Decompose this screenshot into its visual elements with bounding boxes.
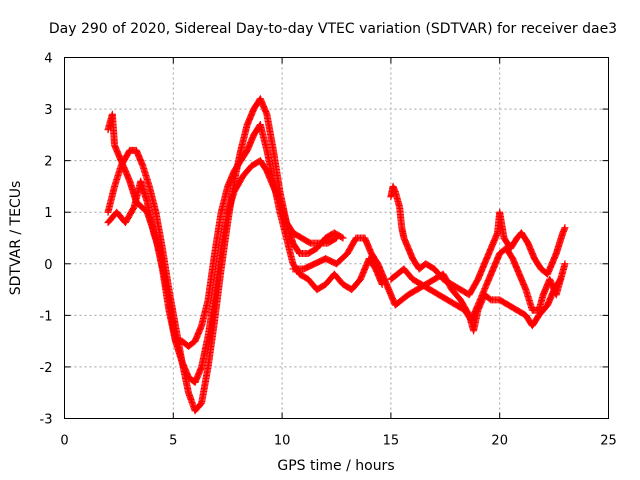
- y-axis-label: SDTVAR / TECUs: [8, 181, 24, 296]
- data-point-track-b: [338, 233, 346, 241]
- y-tick-label: 0: [44, 258, 52, 273]
- y-tick-label: 3: [44, 103, 52, 118]
- y-tick-label: 1: [44, 206, 52, 221]
- data-points: [104, 95, 569, 415]
- chart-title: Day 290 of 2020, Sidereal Day-to-day VTE…: [49, 21, 617, 37]
- data-point-track-b: [339, 234, 347, 242]
- x-tick-label: 10: [274, 434, 291, 449]
- y-tick-label: 4: [44, 52, 52, 67]
- y-tick-label: 2: [44, 155, 52, 170]
- x-tick-label: 0: [60, 434, 68, 449]
- y-tick-label: -1: [40, 309, 53, 324]
- data-point-track-e: [561, 224, 569, 232]
- plot-frame: [64, 57, 609, 419]
- x-tick-label: 5: [169, 434, 177, 449]
- data-point-track-f: [561, 260, 569, 268]
- y-tick-label: -2: [40, 361, 53, 376]
- axis-ticks: 0 5 10 15 20 25 -3 -2 -1 0 1 2 3 4: [40, 52, 617, 449]
- x-tick-label: 25: [600, 434, 617, 449]
- x-axis-label: GPS time / hours: [277, 458, 394, 474]
- x-tick-label: 15: [383, 434, 400, 449]
- x-tick-label: 20: [491, 434, 508, 449]
- y-tick-label: -3: [40, 413, 53, 428]
